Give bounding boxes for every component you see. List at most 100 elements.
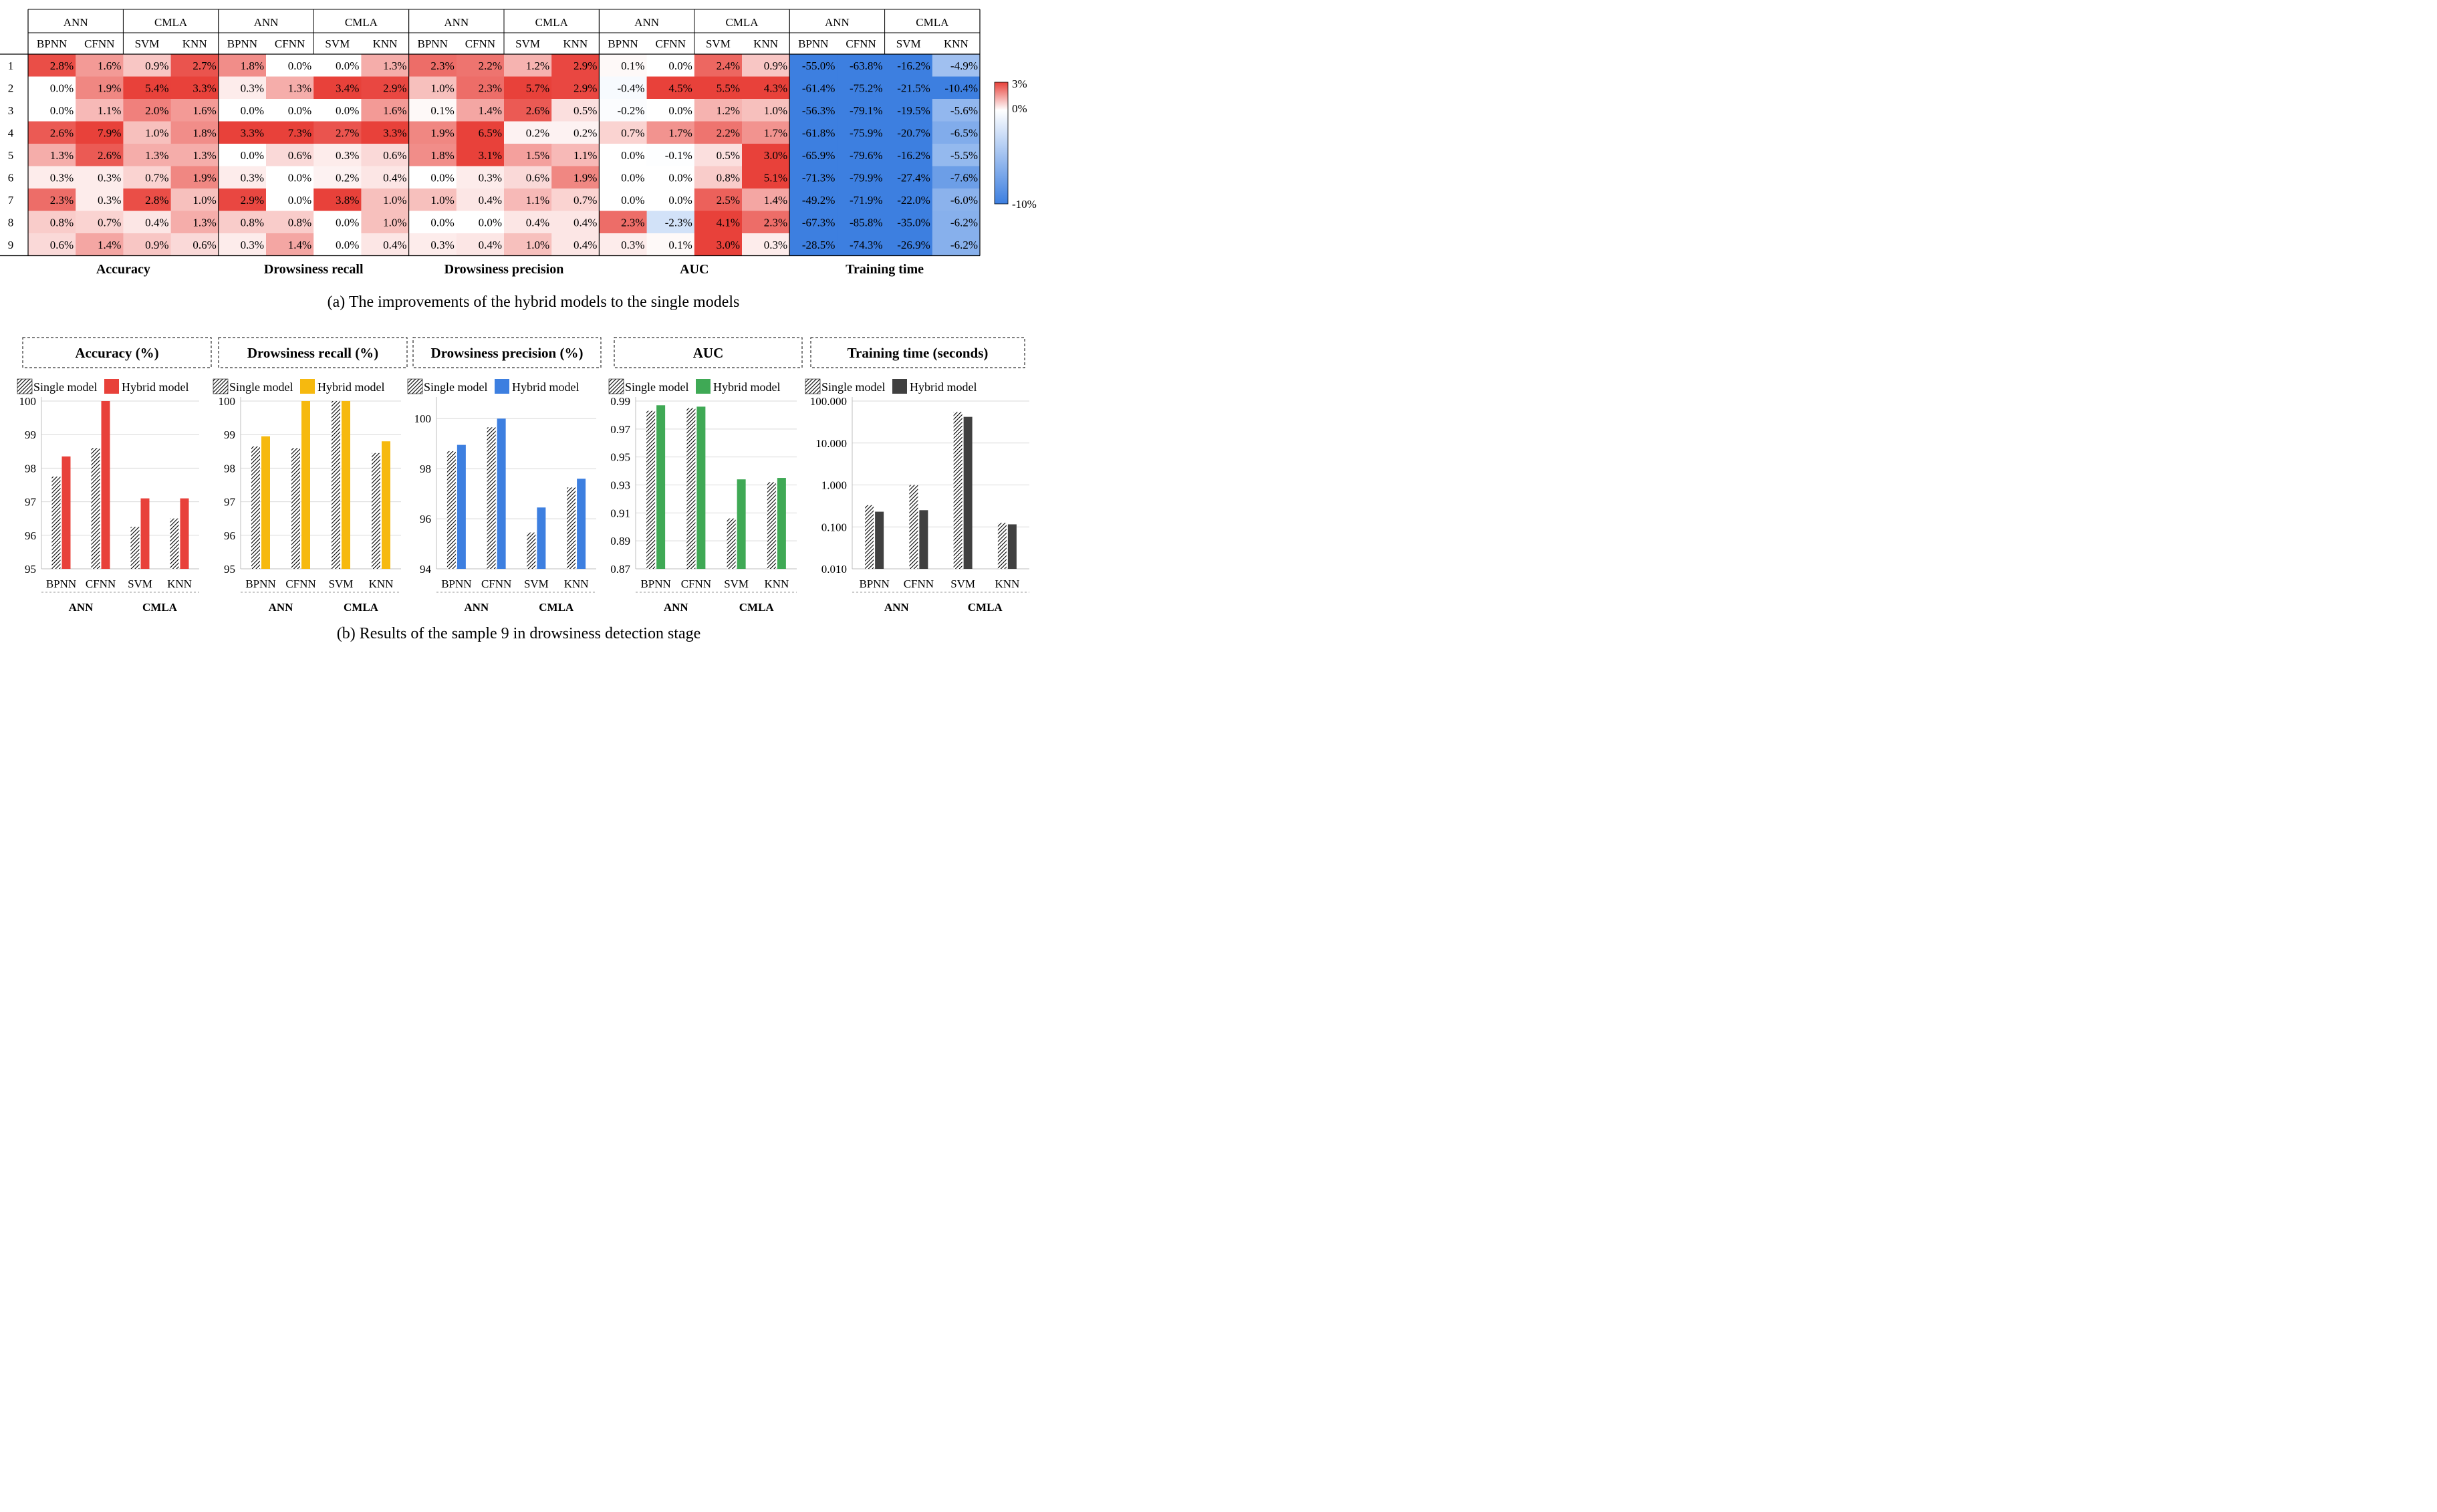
heatmap-cell (932, 76, 981, 100)
heatmap-cell (76, 121, 124, 144)
heatmap-group-header: CMLA (345, 16, 378, 29)
heatmap-cell (76, 211, 124, 234)
chart-title: AUC (693, 345, 724, 361)
heatmap-cell-label: 1.4% (479, 104, 502, 117)
heatmap-cell-label: 0.6% (193, 239, 216, 251)
heatmap-cell (28, 121, 76, 144)
heatmap-cell-label: 0.0% (336, 239, 359, 251)
heatmap-cell-label: 0.7% (573, 194, 597, 207)
heatmap-cell (789, 166, 838, 189)
heatmap-cell-label: 0.6% (526, 171, 549, 184)
heatmap-cell (170, 54, 219, 77)
heatmap-cell-label: 0.0% (241, 149, 264, 162)
heatmap-cell (28, 166, 76, 189)
heatmap-cell (266, 144, 314, 166)
heatmap-cell-label: 2.3% (50, 194, 74, 207)
heatmap-cell (28, 144, 76, 166)
heatmap-cell-label: 0.0% (288, 104, 311, 117)
heatmap-cell-label: 0.0% (288, 171, 311, 184)
heatmap-cell (646, 166, 695, 189)
heatmap-cell (408, 99, 457, 122)
y-tick-label: 97 (25, 496, 37, 509)
heatmap-metric-label: AUC (680, 262, 709, 277)
heatmap-metric-label: Drowsiness recall (264, 262, 364, 277)
heatmap-cell-label: 0.4% (479, 239, 502, 251)
y-tick-label: 0.91 (610, 507, 630, 519)
heatmap-cell-label: -85.8% (850, 216, 883, 229)
x-group-label: ANN (884, 601, 910, 614)
bar-single-model (372, 453, 380, 569)
x-group-label: ANN (664, 601, 689, 614)
heatmap-cell (837, 54, 886, 77)
heatmap-cell-label: 0.0% (621, 194, 644, 207)
heatmap-cell-label: -61.8% (802, 126, 836, 139)
heatmap-cell (694, 144, 743, 166)
heatmap-cell-label: 0.2% (336, 171, 359, 184)
heatmap-cell-label: 1.2% (717, 104, 740, 117)
heatmap-cell-label: -10.4% (944, 82, 978, 94)
heatmap-cell-label: 2.2% (717, 126, 740, 139)
heatmap-cell-label: 0.0% (288, 59, 311, 72)
heatmap-cell (123, 188, 172, 211)
heatmap-group-header: ANN (254, 16, 279, 29)
heatmap-cell (361, 233, 410, 256)
heatmap-cell (313, 188, 362, 211)
heatmap-cell-label: 1.6% (193, 104, 216, 117)
heatmap-cell (266, 188, 314, 211)
heatmap-cell-label: 0.0% (430, 171, 454, 184)
heatmap-cell (361, 76, 410, 100)
y-tick-label: 98 (25, 462, 36, 475)
heatmap-cell (218, 99, 267, 122)
heatmap-cell (646, 211, 695, 234)
heatmap-model-header: CFNN (656, 37, 686, 50)
heatmap-cell (789, 211, 838, 234)
heatmap-cell (456, 99, 505, 122)
bar-single-model (997, 523, 1007, 569)
heatmap-cell-label: -27.4% (897, 171, 930, 184)
heatmap-cell (218, 188, 267, 211)
heatmap-cell-label: -6.2% (950, 239, 978, 251)
heatmap-cell (932, 99, 981, 122)
heatmap-cell-label: 0.9% (145, 239, 168, 251)
heatmap-cell (646, 233, 695, 256)
heatmap-cell-label: 1.5% (526, 149, 549, 162)
heatmap-cell (76, 54, 124, 77)
y-tick-label: 95 (25, 563, 36, 576)
chart-title: Training time (seconds) (848, 345, 989, 361)
chart-drowsiness-precision: Drowsiness precision (%) Single model Hybr… (407, 337, 602, 614)
bar-single-model (446, 451, 456, 569)
heatmap-cell-label: 1.0% (193, 194, 216, 207)
heatmap-model-header: BPNN (227, 37, 257, 50)
y-tick-label: 99 (25, 428, 36, 441)
heatmap-cell-label: -0.1% (665, 149, 692, 162)
heatmap-cell (170, 76, 219, 100)
heatmap-cell-label: -71.3% (802, 171, 836, 184)
heatmap-row-label: 1 (8, 59, 14, 72)
heatmap-cell-label: -0.4% (618, 82, 645, 94)
y-tick-label: 94 (420, 563, 432, 576)
heatmap-cell (408, 188, 457, 211)
heatmap-cell-label: -71.9% (850, 194, 883, 207)
heatmap-cell-label: 0.0% (336, 216, 359, 229)
heatmap-cell-label: 1.4% (288, 239, 311, 251)
heatmap-model-header: CFNN (465, 37, 495, 50)
heatmap-row-label: 5 (8, 149, 14, 162)
bar-hybrid-model (875, 511, 884, 569)
bar-single-model (865, 505, 874, 569)
heatmap-cell-label: 0.0% (241, 104, 264, 117)
heatmap-cell-label: 1.3% (50, 149, 74, 162)
heatmap-cell (551, 121, 600, 144)
heatmap-cell-label: 2.8% (50, 59, 74, 72)
heatmap-group-header: CMLA (725, 16, 759, 29)
heatmap-cell (266, 211, 314, 234)
x-category-label: BPNN (245, 578, 275, 590)
heatmap-model-header: SVM (135, 37, 160, 50)
heatmap-cell (551, 76, 600, 100)
heatmap-cell (266, 76, 314, 100)
heatmap-metric-label: Training time (846, 262, 924, 277)
chart-title: Drowsiness recall (%) (247, 345, 378, 361)
heatmap-cell-label: 0.7% (145, 171, 168, 184)
heatmap-cell (123, 211, 172, 234)
bar-hybrid-model (180, 498, 189, 569)
heatmap-cell (694, 121, 743, 144)
